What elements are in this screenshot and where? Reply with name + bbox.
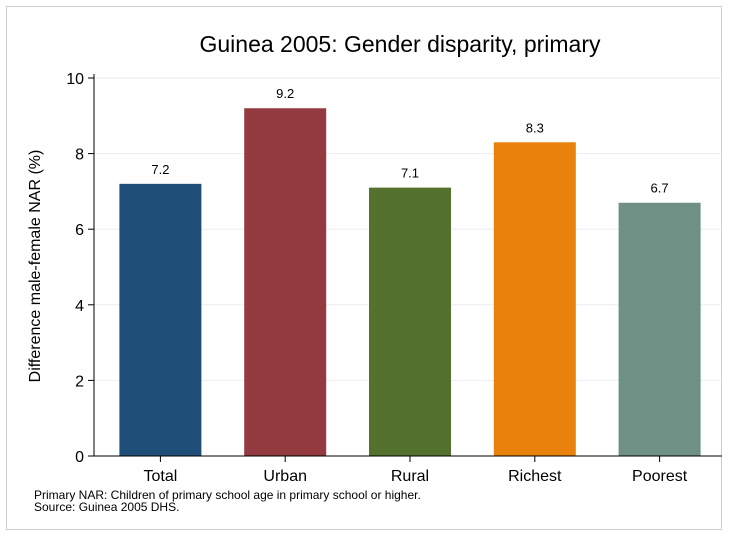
bar-value-label: 7.1 xyxy=(401,166,419,181)
chart-title: Guinea 2005: Gender disparity, primary xyxy=(200,31,601,57)
bar-rural xyxy=(369,187,451,456)
bar-richest xyxy=(493,142,576,456)
bar-value-label: 9.2 xyxy=(276,86,294,101)
x-tick-label: Total xyxy=(144,468,178,485)
y-tick-label: 8 xyxy=(75,147,84,164)
x-tick-label: Poorest xyxy=(632,468,688,485)
x-tick-label: Richest xyxy=(508,468,562,485)
bar-value-label: 8.3 xyxy=(526,120,544,135)
y-tick-label: 4 xyxy=(75,298,84,315)
bar-total xyxy=(119,183,202,456)
note-source: Source: Guinea 2005 DHS. xyxy=(34,500,180,514)
x-axis: Total Urban Rural Richest Poorest xyxy=(94,455,722,485)
y-tick-label: 6 xyxy=(75,222,84,239)
x-tick-label: Rural xyxy=(391,468,429,485)
y-tick-label: 0 xyxy=(75,449,84,466)
y-tick-label: 2 xyxy=(75,373,84,390)
bar-value-label: 7.2 xyxy=(151,162,169,177)
bar-value-label: 6.7 xyxy=(651,181,669,196)
y-axis-label: Difference male-female NAR (%) xyxy=(27,150,44,383)
bar-urban xyxy=(244,108,327,457)
y-axis: 0 2 4 6 8 10 xyxy=(66,71,95,466)
bar-poorest xyxy=(618,202,701,456)
bars: 7.2 9.2 7.1 8.3 6.7 xyxy=(119,86,701,457)
y-tick-label: 10 xyxy=(66,71,84,88)
note-primary-nar: Primary NAR: Children of primary school … xyxy=(34,488,421,502)
x-tick-label: Urban xyxy=(263,468,307,485)
